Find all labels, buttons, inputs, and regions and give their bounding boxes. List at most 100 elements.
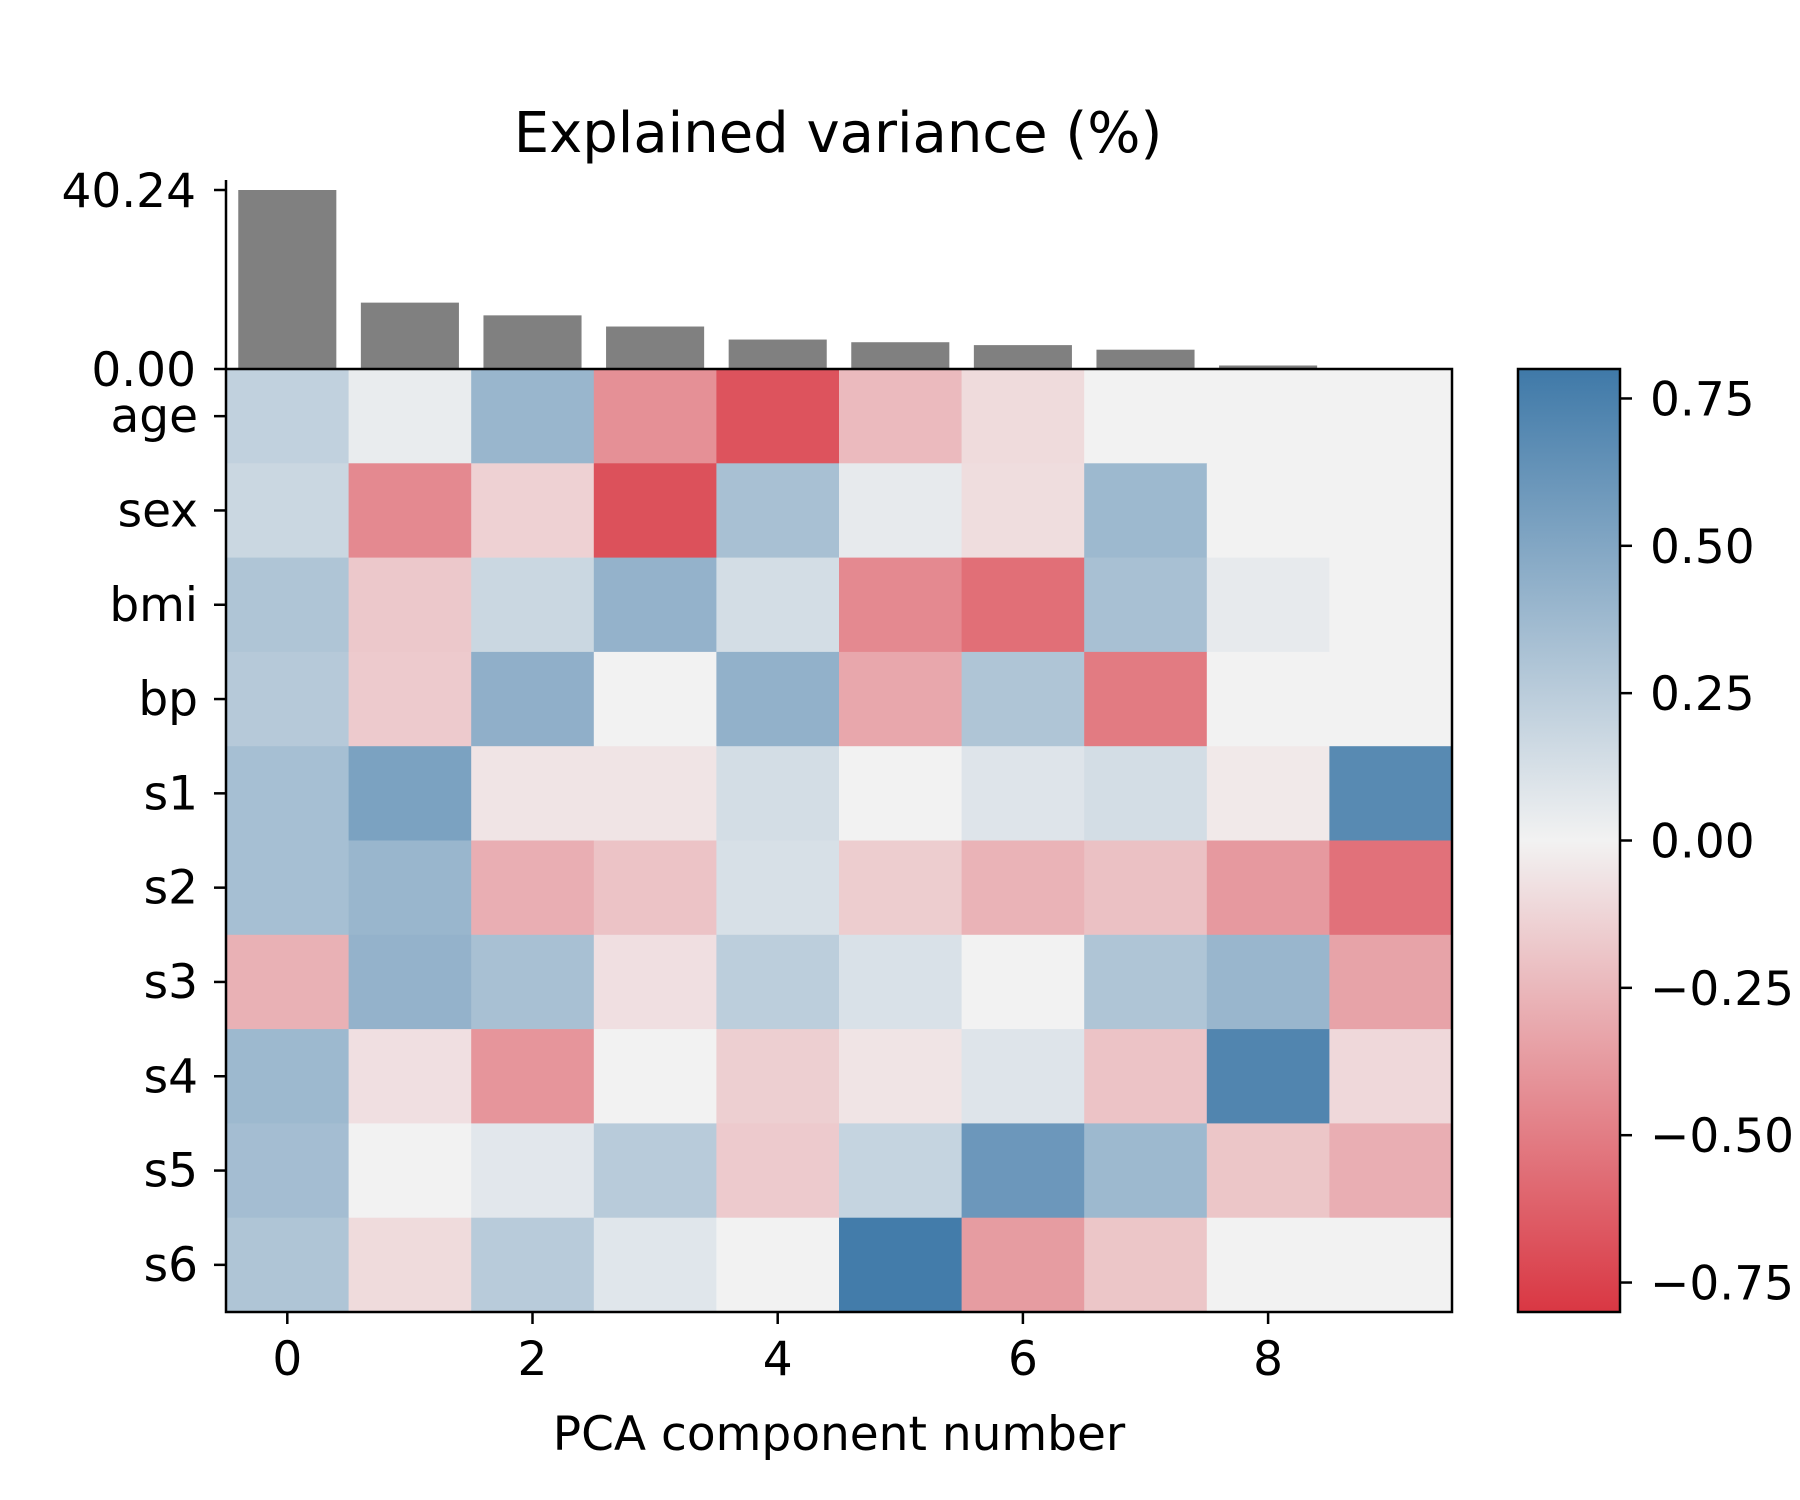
colorbar-tick-label: −0.50 xyxy=(1650,1109,1794,1164)
cell-bmi-6 xyxy=(961,557,1085,653)
cell-sex-3 xyxy=(593,463,717,559)
row-label-s5: s5 xyxy=(144,1144,198,1199)
cell-s2-1 xyxy=(348,840,472,936)
row-label-bmi: bmi xyxy=(109,578,198,633)
cell-bmi-0 xyxy=(226,557,350,653)
heatmap-x-axis: 0 2 4 6 8 xyxy=(272,1312,1283,1387)
cell-s6-1 xyxy=(348,1217,472,1313)
bar-4 xyxy=(728,339,827,369)
colorbar-tick-label: −0.25 xyxy=(1650,962,1794,1017)
colorbar-tick-label: 0.25 xyxy=(1650,667,1755,722)
cell-s1-9 xyxy=(1329,746,1453,841)
cell-s4-9 xyxy=(1329,1029,1453,1124)
cell-s6-4 xyxy=(716,1217,840,1313)
column-label-2: 2 xyxy=(518,1332,548,1387)
cell-s1-3 xyxy=(593,746,717,841)
cell-s1-6 xyxy=(961,746,1085,841)
cell-s3-8 xyxy=(1206,934,1330,1030)
cell-s5-3 xyxy=(593,1123,717,1219)
colorbar-tick-label: 0.00 xyxy=(1650,815,1755,870)
cell-s3-2 xyxy=(471,934,595,1030)
cell-sex-1 xyxy=(348,463,472,559)
row-label-age: age xyxy=(110,389,198,444)
cell-s5-5 xyxy=(839,1123,963,1219)
cell-s1-8 xyxy=(1206,746,1330,841)
cell-bmi-8 xyxy=(1206,557,1330,653)
cell-s2-6 xyxy=(961,840,1085,936)
bar-chart-title: Explained variance (%) xyxy=(514,101,1163,166)
cell-s6-6 xyxy=(961,1217,1085,1313)
cell-s1-2 xyxy=(471,746,595,841)
column-label-8: 8 xyxy=(1253,1332,1283,1387)
cell-sex-6 xyxy=(961,463,1085,559)
bar-6 xyxy=(973,345,1072,369)
cell-s3-1 xyxy=(348,934,472,1030)
cell-s3-0 xyxy=(226,934,350,1030)
row-label-s1: s1 xyxy=(144,766,198,821)
cell-s3-5 xyxy=(839,934,963,1030)
cell-bp-9 xyxy=(1329,651,1453,747)
cell-s6-7 xyxy=(1084,1217,1208,1313)
cell-s4-2 xyxy=(471,1029,595,1124)
cell-s5-0 xyxy=(226,1123,350,1219)
row-label-sex: sex xyxy=(118,483,198,538)
cell-sex-4 xyxy=(716,463,840,559)
cell-s2-2 xyxy=(471,840,595,936)
cell-bp-8 xyxy=(1206,651,1330,747)
cell-s3-9 xyxy=(1329,934,1453,1030)
cell-age-0 xyxy=(226,369,350,464)
bar-1 xyxy=(360,302,459,369)
cell-s6-0 xyxy=(226,1217,350,1313)
cell-s3-3 xyxy=(593,934,717,1030)
heatmap-frame xyxy=(224,367,1454,1314)
bar-7 xyxy=(1096,349,1195,369)
row-label-s2: s2 xyxy=(144,861,198,916)
cell-s2-5 xyxy=(839,840,963,936)
cell-age-9 xyxy=(1329,369,1453,464)
cell-s5-9 xyxy=(1329,1123,1453,1219)
cell-s4-7 xyxy=(1084,1029,1208,1124)
cell-s6-3 xyxy=(593,1217,717,1313)
heatmap-cells xyxy=(226,369,1453,1313)
cell-s4-8 xyxy=(1206,1029,1330,1124)
cell-s2-4 xyxy=(716,840,840,936)
bar-0 xyxy=(238,190,337,369)
row-label-s3: s3 xyxy=(144,955,198,1010)
cell-age-6 xyxy=(961,369,1085,464)
cell-s2-3 xyxy=(593,840,717,936)
cell-s3-6 xyxy=(961,934,1085,1030)
colorbar-tick-label: 0.50 xyxy=(1650,520,1755,575)
row-label-s6: s6 xyxy=(144,1238,198,1293)
cell-bmi-5 xyxy=(839,557,963,653)
cell-s4-6 xyxy=(961,1029,1085,1124)
bar-2 xyxy=(483,315,582,369)
cell-s1-4 xyxy=(716,746,840,841)
cell-bp-5 xyxy=(839,651,963,747)
cell-bp-3 xyxy=(593,651,717,747)
cell-sex-0 xyxy=(226,463,350,559)
row-label-s4: s4 xyxy=(144,1049,198,1104)
cell-s1-0 xyxy=(226,746,350,841)
bar-y-tick-label: 40.24 xyxy=(61,164,196,219)
cell-s5-2 xyxy=(471,1123,595,1219)
cell-s2-7 xyxy=(1084,840,1208,936)
cell-bmi-1 xyxy=(348,557,472,653)
cell-s1-1 xyxy=(348,746,472,841)
cell-s4-4 xyxy=(716,1029,840,1124)
heatmap-x-label: PCA component number xyxy=(553,1407,1126,1462)
cell-s5-1 xyxy=(348,1123,472,1219)
bars xyxy=(238,190,1440,370)
cell-s5-6 xyxy=(961,1123,1085,1219)
colorbar-axis: 0.75 0.50 0.25 0.00 −0.25 −0.50 −0.75 xyxy=(1620,372,1794,1312)
bar-3 xyxy=(606,326,705,369)
cell-bp-4 xyxy=(716,651,840,747)
cell-age-7 xyxy=(1084,369,1208,464)
cell-age-1 xyxy=(348,369,472,464)
cell-bmi-2 xyxy=(471,557,595,653)
cell-bp-1 xyxy=(348,651,472,747)
bar-8 xyxy=(1219,365,1318,369)
cell-age-2 xyxy=(471,369,595,464)
cell-s5-7 xyxy=(1084,1123,1208,1219)
cell-s2-0 xyxy=(226,840,350,936)
bar-y-axis: 40.24 0.00 xyxy=(61,164,228,398)
